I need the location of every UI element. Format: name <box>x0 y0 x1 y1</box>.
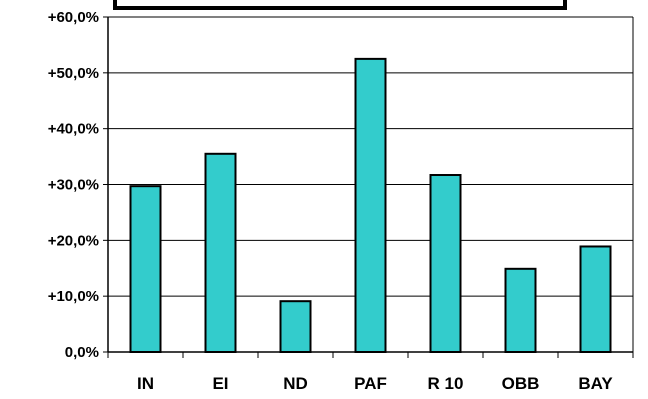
x-tick-label: OBB <box>502 374 540 393</box>
x-tick-label: PAF <box>354 374 387 393</box>
bar-paf <box>354 57 387 353</box>
y-tick-label: +10,0% <box>48 288 99 305</box>
y-tick-label: +40,0% <box>48 121 99 138</box>
x-tick-label: BAY <box>578 374 613 393</box>
bar-r-10 <box>429 174 462 353</box>
bar-bay <box>579 245 612 354</box>
x-tick-label: ND <box>283 374 308 393</box>
x-tick-label: EI <box>212 374 228 393</box>
y-tick-label: 0,0% <box>65 344 99 361</box>
y-tick-labels: 0,0% +10,0% +20,0% +30,0% +40,0% +50,0% +60,0% <box>48 9 99 361</box>
axes <box>103 16 634 358</box>
title-box-fragment <box>113 0 567 10</box>
y-tick-label: +50,0% <box>48 65 99 82</box>
x-tick-labels: IN EI ND PAF R 10 OBB BAY <box>137 374 613 393</box>
y-tick-label: +30,0% <box>48 177 99 194</box>
bar-ei <box>204 152 237 353</box>
bars <box>129 57 612 354</box>
bar-in <box>129 185 162 353</box>
x-tick-label: R 10 <box>428 374 464 393</box>
y-tick-label: +20,0% <box>48 232 99 249</box>
bar-obb <box>504 267 537 353</box>
y-tick-label: +60,0% <box>48 9 99 26</box>
bar-nd <box>279 300 312 354</box>
x-tick-label: IN <box>137 374 154 393</box>
